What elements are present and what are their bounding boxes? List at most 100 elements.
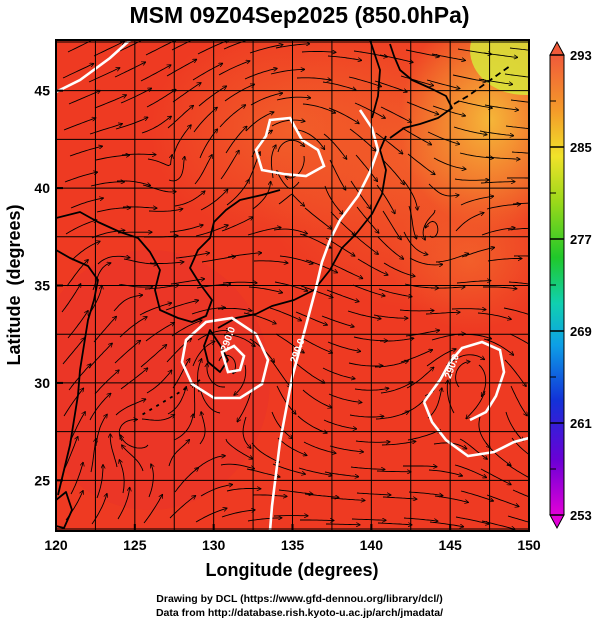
streamline (139, 303, 171, 316)
streamline (249, 45, 283, 54)
streamline (172, 83, 201, 103)
colorbar-tick-label: 277 (570, 232, 592, 247)
streamline (433, 157, 466, 169)
streamline (200, 485, 232, 497)
streamline (331, 263, 362, 278)
streamline (510, 385, 527, 416)
streamline (507, 515, 529, 523)
streamline (219, 105, 245, 128)
streamline (194, 384, 195, 419)
streamline (148, 209, 182, 212)
streamline (513, 255, 529, 257)
y-tick-label: 45 (34, 83, 50, 99)
streamline (454, 464, 486, 477)
streamline (278, 489, 312, 494)
streamline (377, 523, 412, 525)
x-tick-label: 150 (517, 537, 541, 553)
streamline (140, 345, 166, 368)
streamline (193, 108, 217, 133)
streamline (507, 227, 529, 231)
coastline-kurils (453, 65, 511, 105)
streamline (93, 317, 116, 343)
colorbar-bottom-arrow (549, 514, 565, 530)
streamline (89, 394, 111, 421)
streamline (322, 367, 355, 379)
streamline (146, 90, 176, 108)
streamline (123, 258, 157, 264)
streamline (455, 516, 489, 524)
streamline (405, 49, 439, 57)
streamline (454, 179, 489, 180)
streamline (68, 91, 100, 105)
coastline-kyushu (203, 329, 229, 373)
streamline (403, 466, 437, 467)
streamline (357, 258, 388, 275)
streamline (324, 471, 358, 477)
streamline (303, 441, 336, 453)
streamline (168, 440, 189, 467)
streamline (116, 180, 150, 186)
streamline (67, 311, 88, 339)
streamline (380, 106, 411, 122)
streamline (227, 253, 261, 258)
streamline (218, 61, 250, 76)
streamline (480, 182, 515, 183)
coastline-taiwan (56, 491, 73, 529)
streamline (455, 362, 470, 388)
streamline (504, 73, 529, 78)
streamline (207, 364, 225, 388)
streamline (407, 153, 435, 174)
streamline (141, 117, 171, 134)
streamline (200, 412, 206, 445)
contour-line (254, 116, 326, 178)
streamline (88, 344, 112, 369)
x-axis-label: Longitude (degrees) (205, 560, 378, 580)
streamline (113, 295, 142, 312)
coastline-china-east (56, 249, 99, 496)
streamline (430, 287, 465, 288)
streamline (322, 81, 356, 90)
page-title: MSM 09Z04Sep2025 (850.0hPa) (129, 2, 470, 28)
streamline (194, 155, 212, 185)
streamline (381, 441, 415, 446)
streamline (220, 463, 254, 468)
streamline (122, 207, 157, 208)
streamline (297, 415, 327, 433)
streamline (94, 95, 126, 109)
streamline (379, 54, 413, 62)
streamline (452, 74, 486, 82)
streamline (400, 75, 433, 86)
streamline (114, 62, 145, 78)
streamline (483, 287, 517, 289)
streamline (301, 337, 332, 353)
streamline (237, 390, 252, 422)
streamline (453, 126, 487, 135)
streamline (253, 261, 288, 263)
streamline (200, 388, 221, 414)
streamline (250, 93, 282, 106)
streamline (96, 465, 103, 499)
streamline (217, 307, 251, 310)
isotherm-contours (56, 40, 529, 531)
streamline (376, 184, 395, 213)
streamline (479, 130, 513, 136)
contour-line (180, 316, 270, 400)
streamline (403, 517, 438, 521)
streamline (425, 312, 460, 314)
streamline (142, 184, 176, 192)
streamline (62, 338, 84, 365)
streamline (277, 139, 304, 153)
streamline (92, 263, 111, 291)
streamline (70, 463, 83, 495)
streamline (71, 241, 100, 261)
streamline (512, 202, 529, 205)
contour-line (220, 344, 246, 374)
streamline (327, 55, 361, 60)
streamline (376, 471, 411, 472)
streamline (244, 69, 277, 80)
streamline (173, 125, 191, 155)
streamline (175, 253, 209, 259)
streamline (355, 154, 377, 181)
streamline (242, 416, 251, 448)
